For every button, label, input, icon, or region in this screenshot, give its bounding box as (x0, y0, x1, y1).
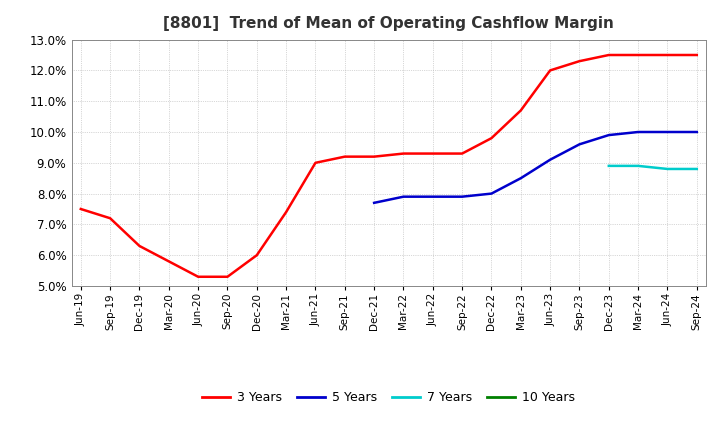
Legend: 3 Years, 5 Years, 7 Years, 10 Years: 3 Years, 5 Years, 7 Years, 10 Years (197, 386, 580, 409)
Title: [8801]  Trend of Mean of Operating Cashflow Margin: [8801] Trend of Mean of Operating Cashfl… (163, 16, 614, 32)
